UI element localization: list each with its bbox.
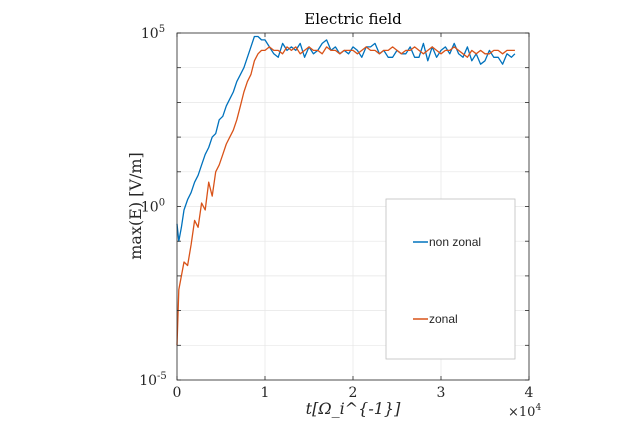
y-tick-label: 10-5 [139,371,167,389]
y-tick-label-exp: 0 [159,198,165,209]
chart-title: Electric field [304,10,402,28]
y-tick-label-exp: -5 [157,371,167,382]
y-tick-label: 105 [141,24,165,42]
x-axis-label: t[Ω_i^{-1}] [306,399,401,418]
series-line-non-zonal [176,35,516,242]
y-tick-label-base: 10 [139,373,157,389]
x-tick-label: 3 [437,385,446,401]
y-tick-label-base: 10 [141,26,159,42]
y-axis-label: max(E) [V/m] [126,152,145,260]
x-multiplier-base: ×10 [508,405,535,420]
y-tick-label-base: 10 [141,200,159,216]
x-tick-label: 2 [349,385,358,401]
x-tick-label: 0 [173,385,182,401]
x-multiplier-exp: 4 [535,403,541,413]
legend-label-zonal: zonal [429,312,458,326]
y-tick-label-exp: 5 [159,24,165,35]
y-tick-label: 100 [141,198,165,216]
legend: non zonal zonal [385,198,516,360]
x-multiplier: ×104 [508,403,541,420]
legend-box [385,198,516,360]
series-line-zonal [176,46,515,346]
x-tick-label: 4 [525,385,534,401]
x-tick-label: 1 [261,385,270,401]
legend-label-non-zonal: non zonal [429,235,481,249]
series-layer [176,35,516,346]
